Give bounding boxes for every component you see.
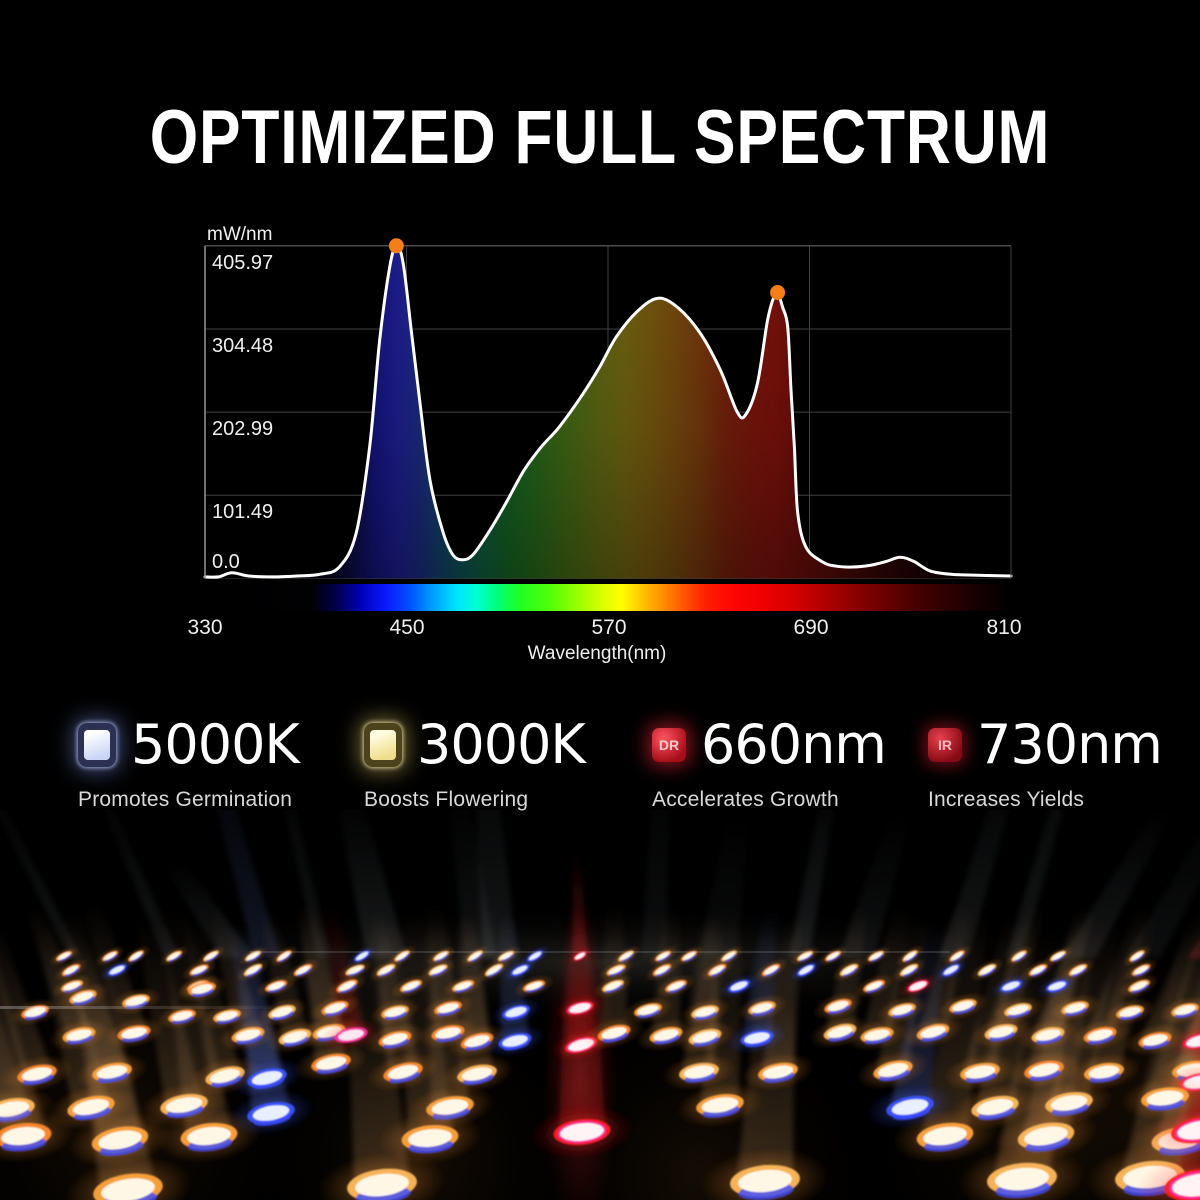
callout-3000k: 3000K Boosts Flowering: [364, 713, 586, 812]
y-axis-unit-label: mW/nm: [207, 224, 273, 245]
y-tick-304: 304.48: [212, 335, 274, 357]
callout-5000k: 5000K Promotes Germination: [78, 713, 300, 812]
warm-led-chip-icon: [364, 723, 402, 767]
callout-value: 660nm: [701, 713, 887, 776]
y-tick-0: 0.0: [212, 551, 240, 573]
y-tick-101: 101.49: [212, 501, 274, 523]
white-led-chip-icon: [78, 723, 116, 767]
white-led-chip-die: [84, 730, 110, 760]
x-tick-330: 330: [187, 616, 223, 639]
callout-value: 5000K: [131, 713, 300, 776]
x-tick-690: 690: [793, 616, 829, 639]
spectrum-chart: [203, 238, 1013, 611]
y-tick-202: 202.99: [212, 418, 274, 440]
x-tick-450: 450: [389, 616, 425, 639]
x-axis-title: Wavelength(nm): [527, 643, 667, 664]
warm-led-chip-die: [370, 730, 396, 760]
page-title: OPTIMIZED FULL SPECTRUM: [149, 95, 1051, 180]
callout-value: 730nm: [977, 713, 1163, 776]
x-tick-810: 810: [986, 616, 1022, 639]
callout-660nm: DR 660nm Accelerates Growth: [652, 713, 887, 812]
callout-description: Promotes Germination: [78, 788, 293, 811]
y-tick-405: 405.97: [212, 252, 274, 274]
callout-value: 3000K: [417, 713, 586, 776]
infrared-led-chip-icon: IR: [928, 728, 962, 762]
led-array-photo: [0, 810, 1200, 1200]
deep-red-led-chip-icon: DR: [652, 728, 686, 762]
callout-description: Increases Yields: [928, 788, 1085, 811]
callout-730nm: IR 730nm Increases Yields: [928, 713, 1163, 812]
x-tick-570: 570: [591, 616, 627, 639]
callout-description: Boosts Flowering: [364, 788, 529, 811]
callout-description: Accelerates Growth: [652, 788, 839, 811]
